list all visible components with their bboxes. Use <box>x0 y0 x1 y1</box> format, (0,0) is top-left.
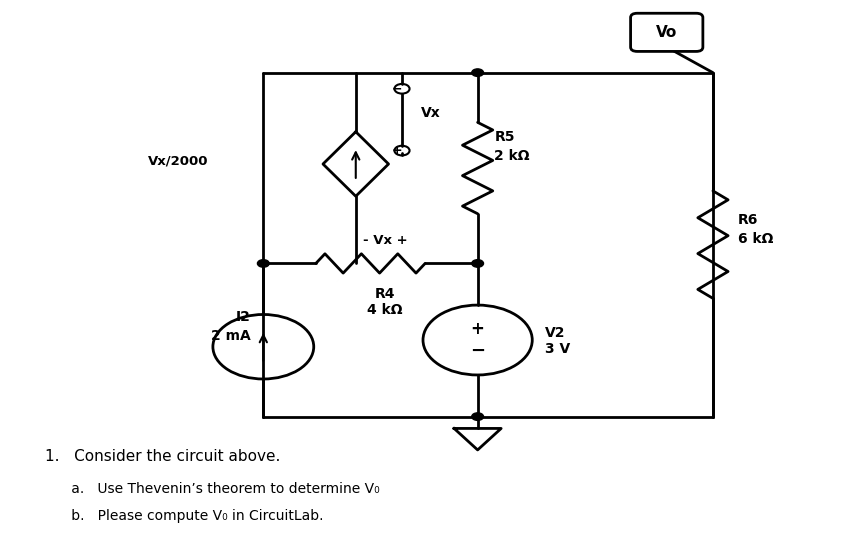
Circle shape <box>472 260 484 267</box>
Text: −: − <box>470 342 486 360</box>
Text: R4: R4 <box>375 287 395 301</box>
Text: R6: R6 <box>739 213 759 228</box>
Text: 2 mA: 2 mA <box>211 329 250 343</box>
Text: 2 kΩ: 2 kΩ <box>494 149 530 163</box>
Text: - Vx +: - Vx + <box>363 234 408 247</box>
Text: 1.   Consider the circuit above.: 1. Consider the circuit above. <box>45 450 280 464</box>
Circle shape <box>472 413 484 420</box>
Text: −: − <box>392 83 402 95</box>
Text: Vx: Vx <box>421 106 441 120</box>
Text: Vx/2000: Vx/2000 <box>148 155 209 168</box>
Text: 3 V: 3 V <box>545 343 570 356</box>
Circle shape <box>472 69 484 77</box>
Text: a.   Use Thevenin’s theorem to determine V₀: a. Use Thevenin’s theorem to determine V… <box>45 482 379 496</box>
Text: b.   Please compute V₀ in CircuitLab.: b. Please compute V₀ in CircuitLab. <box>45 509 323 523</box>
Text: I2: I2 <box>236 310 250 324</box>
Text: +: + <box>392 144 402 157</box>
FancyBboxPatch shape <box>630 13 703 52</box>
Circle shape <box>257 260 269 267</box>
Text: 6 kΩ: 6 kΩ <box>739 232 773 247</box>
Text: R5: R5 <box>494 130 515 144</box>
Text: +: + <box>470 320 485 338</box>
Text: 4 kΩ: 4 kΩ <box>367 303 403 317</box>
Text: V2: V2 <box>545 326 565 340</box>
Text: Vo: Vo <box>656 25 678 40</box>
